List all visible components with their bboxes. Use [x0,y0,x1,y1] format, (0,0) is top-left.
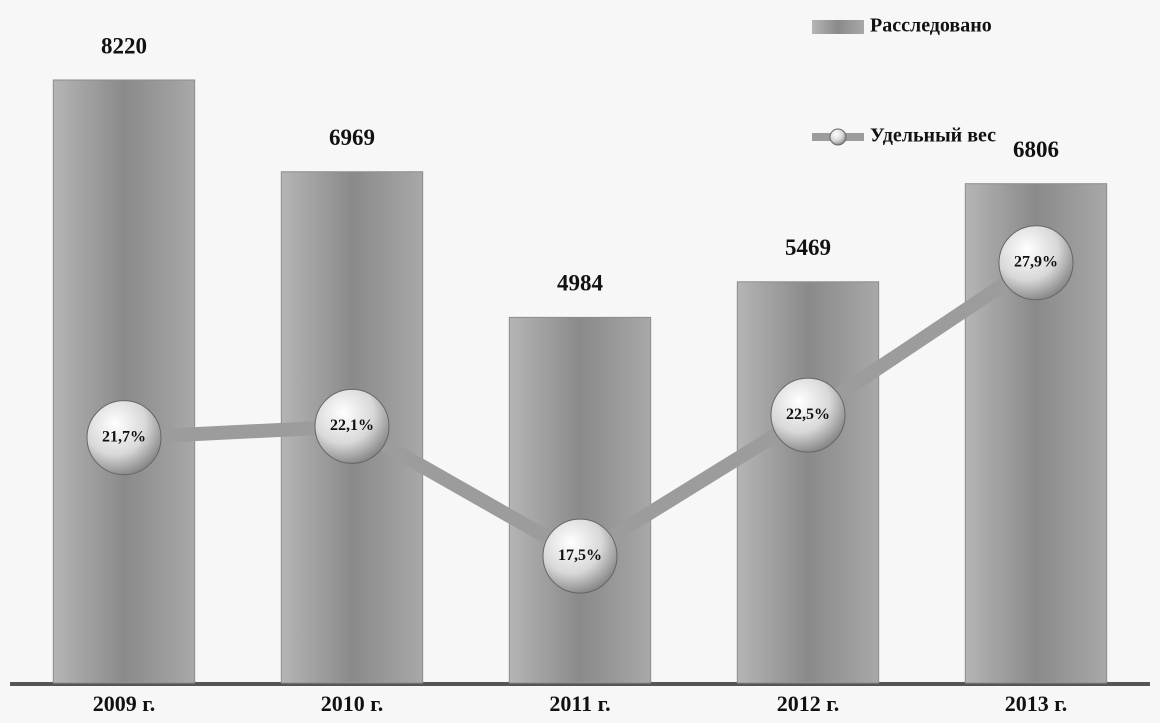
point [86,400,162,476]
data-label: 6806 [1013,137,1059,162]
data-label: 22,5% [786,406,830,423]
point [770,377,846,453]
point [542,518,618,594]
data-label: 27,9% [1014,253,1058,270]
bar [508,316,652,684]
data-label: 21,7% [102,428,146,445]
legend-label: Удельный вес [870,125,996,147]
data-label: 22,1% [330,417,374,434]
legend-label: Расследовано [870,15,992,37]
bar [52,79,196,684]
point [314,388,390,464]
x-tick-label: 2013 г. [1005,691,1068,716]
data-label: 17,5% [558,547,602,564]
legend-swatch [829,128,847,146]
data-label: 6969 [329,125,375,150]
point [998,225,1074,301]
x-tick-label: 2009 г. [93,691,156,716]
x-tick-label: 2012 г. [777,691,840,716]
legend-swatch [812,20,864,34]
bar [736,281,880,684]
data-label: 8220 [101,33,147,58]
x-tick-label: 2011 г. [549,691,610,716]
data-label: 4984 [557,271,604,296]
data-label: 5469 [785,235,831,260]
x-tick-label: 2010 г. [321,691,384,716]
